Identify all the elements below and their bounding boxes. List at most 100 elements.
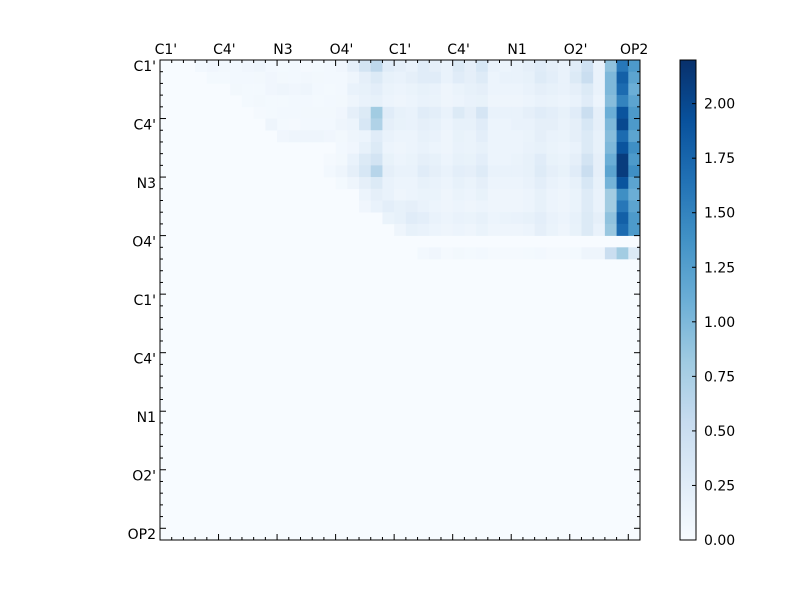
heatmap-cell (440, 153, 453, 166)
x-tick-label: O2' (564, 42, 588, 58)
heatmap-cell (335, 95, 348, 108)
heatmap-cell (312, 130, 325, 143)
heatmap-cell (476, 95, 489, 108)
heatmap-cell (464, 177, 477, 190)
heatmap-cell (581, 106, 594, 119)
heatmap-cell (417, 130, 430, 143)
heatmap-cell (487, 118, 500, 131)
heatmap-cell (464, 106, 477, 119)
heatmap-cell (476, 212, 489, 225)
heatmap-cell (464, 247, 477, 260)
heatmap-cell (628, 188, 641, 201)
heatmap-cell (581, 223, 594, 236)
heatmap-cell (487, 212, 500, 225)
heatmap-cell (405, 130, 418, 143)
heatmap-cell (440, 188, 453, 201)
heatmap-cell (394, 106, 407, 119)
heatmap-cell (546, 188, 559, 201)
heatmap-cell (382, 177, 395, 190)
heatmap-cell (499, 106, 512, 119)
heatmap-cell (593, 247, 606, 260)
heatmap-cell (429, 130, 442, 143)
heatmap-cell (429, 200, 442, 213)
heatmap-cell (476, 165, 489, 178)
heatmap-cell (534, 95, 547, 108)
heatmap-cell (534, 177, 547, 190)
heatmap-cell (604, 200, 617, 213)
heatmap-cell (558, 165, 571, 178)
heatmap-cell (359, 71, 372, 84)
heatmap-cell (581, 118, 594, 131)
heatmap-cell (593, 71, 606, 84)
heatmap-cell (288, 83, 301, 96)
heatmap-cell (265, 83, 278, 96)
heatmap-cell (581, 212, 594, 225)
heatmap-cell (616, 153, 629, 166)
heatmap-cell (359, 130, 372, 143)
heatmap-cell (511, 71, 524, 84)
heatmap-cell (534, 141, 547, 154)
x-tick-label: N3 (273, 42, 292, 58)
heatmap-cell (604, 118, 617, 131)
heatmap-cell (546, 130, 559, 143)
heatmap-cell (604, 60, 617, 73)
heatmap-cell (300, 118, 313, 131)
heatmap-cell (628, 60, 641, 73)
heatmap-cell (569, 141, 582, 154)
heatmap-cell (581, 200, 594, 213)
heatmap-cell (534, 83, 547, 96)
heatmap-cell (370, 188, 383, 201)
heatmap-cell (499, 247, 512, 260)
heatmap-cell (195, 60, 208, 73)
heatmap-cell (464, 188, 477, 201)
heatmap-cell (499, 188, 512, 201)
heatmap-cell (429, 153, 442, 166)
x-tick-label: C4' (213, 42, 236, 58)
heatmap-cell (265, 118, 278, 131)
heatmap-cell (405, 212, 418, 225)
heatmap-cell (335, 165, 348, 178)
heatmap-cell (534, 165, 547, 178)
heatmap-cell (593, 130, 606, 143)
heatmap-cell (499, 141, 512, 154)
heatmap-cell (464, 153, 477, 166)
y-tick-label: N1 (137, 410, 156, 426)
heatmap-cell (429, 165, 442, 178)
heatmap-cell (417, 200, 430, 213)
heatmap-cell (452, 223, 465, 236)
heatmap-cell (593, 60, 606, 73)
heatmap-cell (382, 71, 395, 84)
heatmap-cell (628, 247, 641, 260)
heatmap-cell (417, 212, 430, 225)
heatmap-cell (429, 60, 442, 73)
heatmap-cell (581, 141, 594, 154)
heatmap-cell (628, 223, 641, 236)
heatmap-cell (370, 118, 383, 131)
heatmap-cell (405, 118, 418, 131)
heatmap-cell (499, 60, 512, 73)
heatmap-cell (628, 83, 641, 96)
x-tick-label: C4' (447, 42, 470, 58)
heatmap-cell (511, 106, 524, 119)
heatmap-cell (546, 177, 559, 190)
heatmap-cell (440, 177, 453, 190)
heatmap-cell (522, 106, 535, 119)
heatmap-cell (452, 95, 465, 108)
heatmap-cell (487, 153, 500, 166)
heatmap-cell (312, 118, 325, 131)
heatmap-cell (347, 106, 360, 119)
heatmap-cell (546, 118, 559, 131)
heatmap-cell (499, 165, 512, 178)
heatmap-cell (347, 71, 360, 84)
heatmap-cell (452, 130, 465, 143)
heatmap-cell (300, 83, 313, 96)
heatmap-cell (628, 153, 641, 166)
heatmap-cell (323, 106, 336, 119)
heatmap-cell (604, 83, 617, 96)
heatmap-cell (546, 223, 559, 236)
heatmap-cell (546, 83, 559, 96)
heatmap-cell (452, 118, 465, 131)
heatmap-cell (546, 71, 559, 84)
x-tick-label: C1' (155, 42, 178, 58)
colorbar-tick-label: 0.75 (704, 369, 735, 385)
